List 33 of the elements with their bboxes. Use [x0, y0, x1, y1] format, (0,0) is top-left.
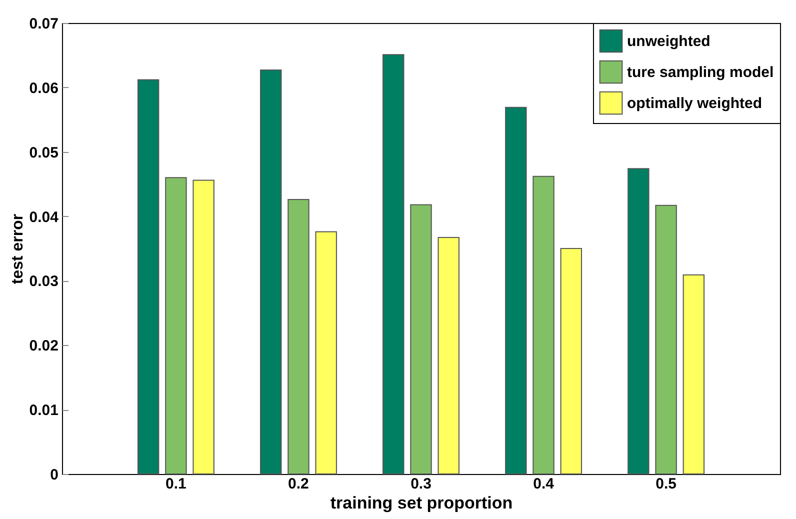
y-tick-label: 0.06: [29, 80, 58, 97]
bar: [382, 54, 404, 474]
y-tick-label: 0.04: [29, 208, 60, 226]
x-tick-label: 0.1: [166, 476, 186, 492]
legend-label: ture sampling model: [627, 64, 774, 81]
bar: [288, 199, 310, 474]
y-axis-title: test error: [9, 214, 26, 284]
bar: [260, 70, 282, 474]
y-tick-label: 0.03: [29, 273, 58, 290]
bar: [137, 79, 160, 474]
y-tick-label: 0.01: [29, 402, 58, 420]
bar: [655, 204, 677, 474]
bar: [165, 177, 187, 474]
bar: [532, 176, 554, 474]
y-tick-label: 0: [50, 466, 58, 484]
bar: [505, 106, 527, 474]
y-tick-label: 0.02: [29, 338, 58, 355]
x-tick-label: 0.2: [288, 476, 309, 492]
bar: [628, 168, 650, 474]
x-tick-label: 0.4: [533, 476, 555, 492]
bar: [560, 248, 582, 474]
y-tick-label: 0.07: [29, 16, 58, 32]
legend-label: optimally weighted: [627, 95, 762, 112]
legend-label: unweighted: [627, 33, 710, 50]
bar: [192, 180, 214, 474]
bar: [315, 231, 337, 474]
bar: [410, 204, 432, 474]
y-tick-label: 0.05: [29, 144, 58, 162]
x-axis-title: training set proportion: [330, 494, 513, 512]
x-tick-label: 0.3: [410, 476, 432, 492]
x-tick-label: 0.5: [656, 476, 676, 492]
bar: [682, 274, 705, 474]
bar: [438, 237, 460, 474]
